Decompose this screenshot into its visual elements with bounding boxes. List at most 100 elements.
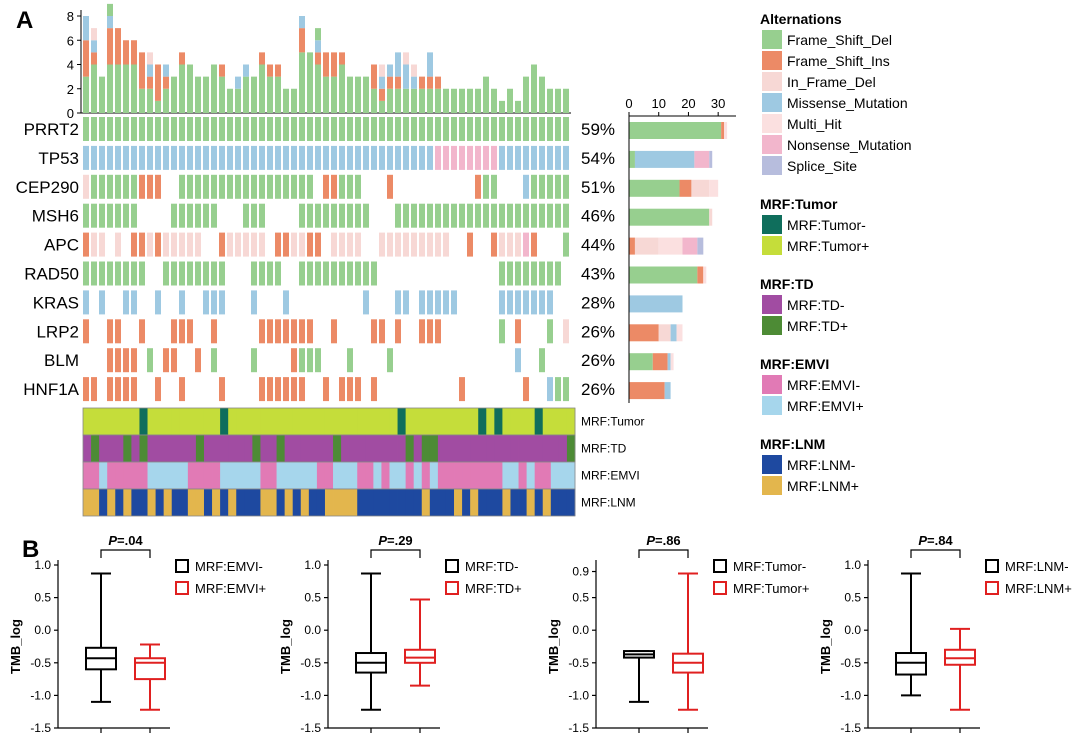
legend-item-label: Frame_Shift_Ins: [787, 53, 890, 69]
mutation-cell: [267, 377, 273, 402]
mutation-cell: [475, 203, 481, 228]
box-legend-swatch: [445, 581, 459, 595]
annotation-cell: [252, 462, 261, 489]
annotation-cell: [429, 462, 439, 489]
mutation-cell: [339, 261, 345, 286]
mutation-cell: [531, 203, 537, 228]
legend-item-label: Nonsense_Mutation: [787, 137, 912, 153]
mutation-cell: [515, 145, 521, 170]
mutation-cell: [475, 145, 481, 170]
annotation-cell: [373, 435, 382, 462]
annotation-cell: [558, 408, 568, 435]
legend-title: MRF:TD: [760, 276, 814, 292]
mutation-cell: [275, 174, 281, 199]
mutation-cell: [259, 174, 265, 199]
mutation-cell: [307, 232, 313, 257]
mutation-cell: [267, 174, 273, 199]
mutation-cell: [163, 348, 169, 373]
count-tick-label: 30: [711, 96, 725, 111]
mutation-cell: [563, 203, 569, 228]
tmb-bar-segment: [219, 76, 225, 113]
mutation-cell: [227, 174, 233, 199]
mutation-cell: [339, 232, 345, 257]
mutation-cell: [515, 319, 521, 344]
mutation-cell: [91, 145, 97, 170]
gene-percentage: 51%: [581, 178, 615, 197]
gene-count-segment: [658, 324, 671, 342]
mutation-cell: [539, 174, 545, 199]
mutation-cell: [555, 145, 561, 170]
mutation-cell: [211, 290, 217, 315]
mutation-cell: [443, 203, 449, 228]
mutation-cell: [107, 319, 113, 344]
tmb-bar-segment: [427, 52, 433, 77]
legend-item-label: MRF:Tumor+: [787, 238, 869, 254]
mutation-cell: [467, 117, 473, 141]
annotation-cell: [445, 462, 455, 489]
mutation-cell: [259, 319, 265, 344]
annotation-cell: [228, 489, 237, 516]
annotation-cell: [429, 408, 439, 435]
mutation-cell: [179, 174, 185, 199]
mutation-cell: [131, 174, 137, 199]
mutation-cell: [211, 319, 217, 344]
mutation-cell: [555, 117, 561, 141]
tmb-bar-segment: [395, 76, 401, 89]
mutation-cell: [107, 174, 113, 199]
annotation-cell: [131, 462, 140, 489]
mutation-cell: [419, 117, 425, 141]
mutation-cell: [451, 203, 457, 228]
mutation-cell: [547, 145, 553, 170]
mutation-cell: [219, 261, 225, 286]
tmb-bar-segment: [259, 52, 265, 65]
gene-percentage: 28%: [581, 293, 615, 312]
annotation-cell: [83, 462, 92, 489]
annotation-cell: [99, 435, 108, 462]
gene-count-segment: [670, 324, 677, 342]
annotation-cell: [276, 462, 286, 489]
annotation-cell: [195, 462, 205, 489]
tmb-bar-segment: [483, 76, 489, 113]
annotation-cell: [308, 435, 318, 462]
annotation-cell: [268, 462, 277, 489]
gene-count-segment: [634, 150, 695, 168]
mutation-cell: [259, 232, 265, 257]
mutation-cell: [499, 319, 505, 344]
mutation-cell: [139, 117, 145, 141]
mutation-cell: [355, 203, 361, 228]
tmb-bar-segment: [139, 88, 145, 113]
mutation-cell: [347, 203, 353, 228]
mutation-cell: [387, 145, 393, 170]
mutation-cell: [523, 174, 529, 199]
mutation-cell: [115, 232, 121, 257]
gene-count-segment: [634, 237, 659, 255]
mutation-cell: [171, 117, 177, 141]
legend-swatch: [762, 316, 782, 335]
annotation-track-label: MRF:Tumor: [581, 415, 645, 429]
mutation-cell: [243, 174, 249, 199]
mutation-cell: [163, 232, 169, 257]
mutation-cell: [283, 377, 289, 402]
annotation-cell: [445, 489, 455, 516]
mutation-cell: [395, 203, 401, 228]
annotation-cell: [115, 408, 124, 435]
tmb-bar-segment: [291, 88, 297, 113]
gene-count-segment: [629, 295, 683, 313]
tmb-bar-segment: [147, 64, 153, 77]
tmb-bar-segment: [435, 76, 441, 89]
annotation-cell: [131, 408, 140, 435]
tmb-bar-segment: [107, 3, 113, 16]
annotation-cell: [373, 489, 382, 516]
annotation-cell: [228, 435, 237, 462]
annotation-cell: [316, 435, 326, 462]
tmb-bar-segment: [379, 88, 385, 101]
legend-swatch: [762, 215, 782, 234]
annotation-cell: [454, 435, 463, 462]
tmb-bar-segment: [403, 52, 409, 65]
mutation-cell: [219, 174, 225, 199]
mutation-cell: [363, 203, 369, 228]
annotation-cell: [203, 462, 213, 489]
gene-count-segment: [691, 179, 710, 197]
tmb-bar-segment: [219, 64, 225, 77]
mutation-cell: [315, 203, 321, 228]
